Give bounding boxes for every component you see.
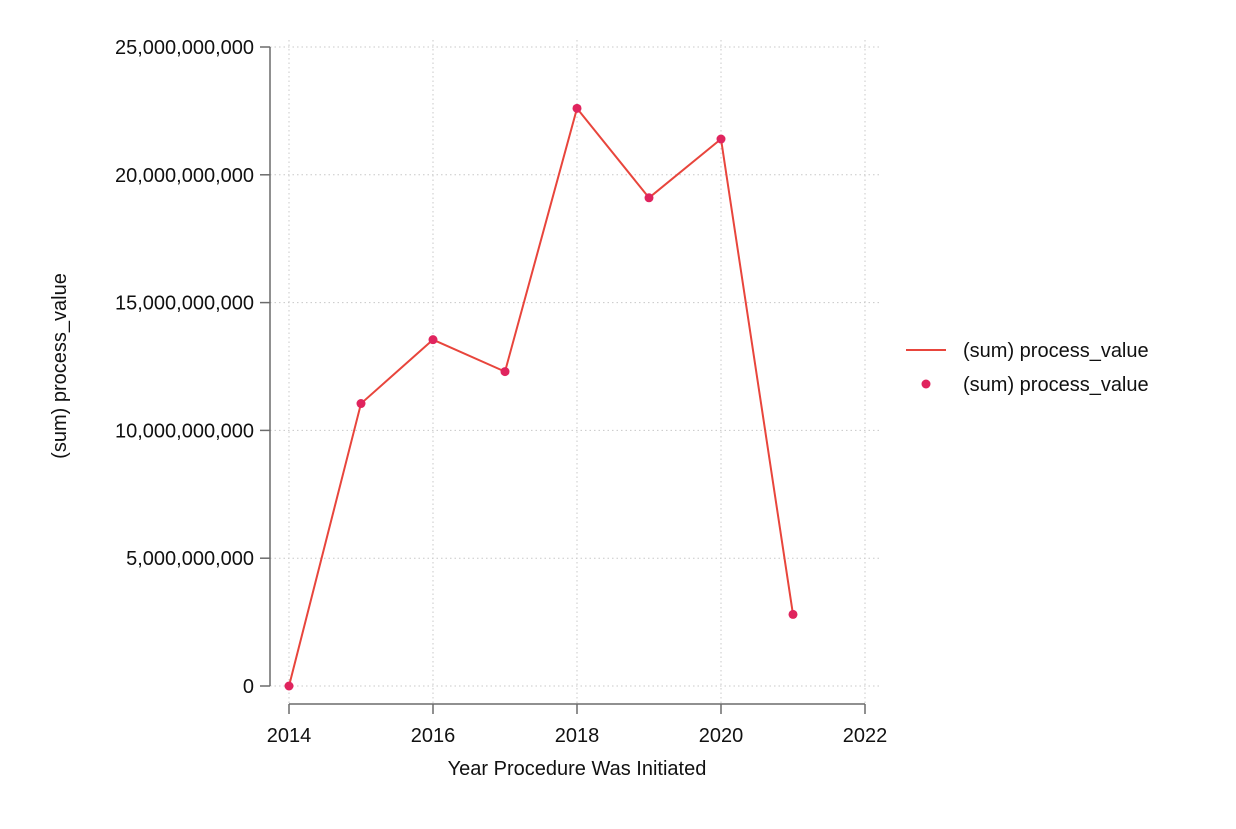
y-tick-label: 5,000,000,000	[126, 548, 254, 570]
data-point	[572, 103, 582, 113]
x-tick-label: 2014	[267, 725, 312, 747]
legend-entry-label: (sum) process_value	[963, 374, 1149, 396]
y-axis-label: (sum) process_value	[49, 273, 71, 459]
data-point	[716, 134, 726, 144]
y-tick-label: 10,000,000,000	[115, 420, 254, 442]
series-line	[288, 107, 794, 687]
x-tick-label: 2016	[411, 725, 456, 747]
axes: 0 5,000,000,000 10,000,000,000 15,000,000,0…	[115, 37, 887, 747]
data-point	[788, 609, 798, 619]
legend-marker-swatch	[921, 379, 931, 389]
y-tick-label: 0	[243, 676, 254, 698]
y-tick-label: 20,000,000,000	[115, 165, 254, 187]
legend-entry-label: (sum) process_value	[963, 340, 1149, 362]
data-point	[644, 193, 654, 203]
data-point	[284, 681, 294, 691]
x-tick-label: 2020	[699, 725, 744, 747]
data-point	[500, 367, 510, 377]
y-tick-label: 25,000,000,000	[115, 37, 254, 59]
x-axis-label: Year Procedure Was Initiated	[448, 758, 707, 780]
data-point	[428, 335, 438, 345]
gridlines	[270, 40, 880, 704]
legend: (sum) process_value (sum) process_value	[906, 340, 1149, 396]
x-tick-label: 2018	[555, 725, 600, 747]
data-point	[356, 399, 366, 409]
y-tick-label: 15,000,000,000	[115, 293, 254, 315]
series	[284, 103, 798, 691]
x-tick-label: 2022	[843, 725, 888, 747]
